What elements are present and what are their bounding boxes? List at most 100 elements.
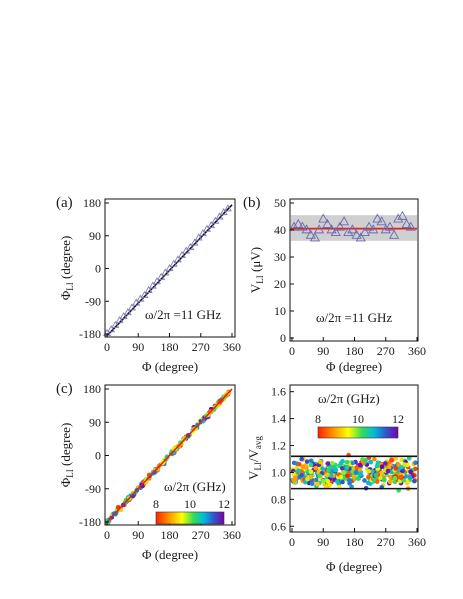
- panel-d-ylabel-main: V: [246, 470, 261, 480]
- panel-d-ylabel-sub: LI: [253, 462, 263, 471]
- panel-b-ytick-label: 20: [274, 277, 286, 291]
- panel-b-point: [363, 221, 375, 231]
- panel-d-point: [299, 456, 304, 462]
- panel-b-point: [301, 224, 312, 234]
- panel-d-ylabel: VLI/Vavg: [246, 436, 263, 480]
- panel-d-point: [351, 474, 357, 479]
- panel-d-colorbar: [317, 426, 399, 439]
- panel-d-point: [406, 456, 412, 461]
- panel-b-xtick-label: 90: [317, 344, 329, 358]
- panel-d-ytick-label: 1.6: [271, 385, 286, 399]
- panel-c-xtick-label: 180: [161, 528, 179, 542]
- panel-d-point: [407, 474, 413, 480]
- panel-a-ylabel-unit: (degree): [58, 236, 73, 283]
- panel-c-marks: [104, 388, 233, 526]
- panel-d-point: [389, 457, 395, 463]
- panel-c-ytick-label: 0: [95, 449, 101, 463]
- panel-a-point: [111, 320, 120, 328]
- panel-b-xtick-label: 180: [346, 344, 364, 358]
- panel-d-point: [358, 472, 363, 477]
- panel-c-colorbar-tick: 12: [218, 497, 230, 511]
- panel-d-point: [366, 474, 371, 480]
- panel-d-point: [378, 471, 384, 476]
- panel-d-xtick-label: 180: [346, 535, 364, 549]
- panel-d-point: [385, 468, 391, 474]
- panel-a-point: [202, 224, 212, 232]
- panel-b-point: [347, 224, 358, 234]
- panel-a-point: [140, 290, 149, 299]
- panel-d-point: [412, 478, 417, 484]
- panel-b-point: [401, 218, 412, 228]
- panel-b-point: [297, 221, 308, 231]
- panel-a-xtick-label: 180: [161, 340, 179, 354]
- panel-d-point: [326, 461, 331, 466]
- panel-d-point: [353, 470, 359, 476]
- panel-a-xticks: 0 90 180 270 360: [104, 333, 241, 354]
- panel-d-point: [317, 473, 323, 479]
- panel-a-point: [169, 259, 178, 267]
- panel-a-annotation: ω/2π =11 GHz: [145, 307, 221, 322]
- panel-a-point: [207, 221, 216, 229]
- panel-d-point: [291, 477, 296, 483]
- panel-b-point: [359, 226, 371, 237]
- panel-a-ytick-label: -180: [79, 327, 101, 341]
- panel-c: (c) 0 90 180 270 360 -180 -90 0 90 180 ω/2π (GHz…: [56, 381, 241, 562]
- panel-c-xtick-label: 90: [132, 528, 144, 542]
- panel-d-point: [315, 481, 320, 487]
- panel-a-point: [148, 281, 157, 289]
- panel-c-xtick-label: 360: [223, 528, 241, 542]
- panel-b-yticks: 0 10 20 30 40 50: [274, 196, 294, 345]
- panel-b-point: [372, 213, 383, 223]
- panel-d-point: [378, 475, 383, 481]
- panel-b-xlabel: Φ (degree): [326, 359, 382, 374]
- panel-d-point: [398, 475, 404, 481]
- panel-d-point: [304, 459, 310, 464]
- panel-a-xtick-label: 90: [132, 340, 144, 354]
- panel-d-point: [318, 459, 323, 465]
- panel-c-ytick-label: -180: [79, 515, 101, 529]
- panel-c-ylabel: ΦLI (degree): [58, 423, 75, 488]
- panel-c-ylabel-sub: LI: [65, 469, 75, 478]
- panel-a-point: [161, 268, 170, 276]
- panel-a-point: [211, 216, 220, 224]
- panel-a-point: [198, 229, 207, 237]
- panel-d-xlabel: Φ (degree): [326, 559, 382, 574]
- panel-d-point: [370, 469, 375, 474]
- panel-d-point: [381, 477, 387, 483]
- panel-a-point: [144, 285, 153, 293]
- panel-c-colorbar-tick: 8: [153, 497, 159, 511]
- panel-a-xlabel: Φ (degree): [142, 359, 198, 374]
- panel-d-point: [325, 479, 331, 484]
- panel-d-point: [340, 458, 345, 464]
- panel-d-point: [382, 461, 388, 466]
- panel-d-point: [344, 459, 350, 465]
- panel-a-point: [219, 207, 228, 216]
- panel-d-point: [357, 462, 363, 468]
- panel-d-point: [296, 468, 301, 474]
- panel-a-point: [190, 238, 199, 246]
- panel-b-ylabel-unit: (μV): [248, 247, 263, 275]
- panel-d-point: [388, 474, 393, 480]
- panel-c-ylabel-unit: (degree): [58, 423, 73, 470]
- panel-d-colorbar-tick: 10: [352, 412, 364, 426]
- panel-d-point: [308, 474, 314, 480]
- panel-b-ylabel-main: V: [248, 283, 263, 293]
- panel-a-point: [132, 298, 141, 306]
- panel-d-point: [379, 464, 385, 470]
- panel-a-point: [223, 204, 232, 212]
- panel-b-xticks: 0 90 180 270 360: [289, 337, 426, 358]
- panel-b-point: [393, 213, 404, 223]
- panel-d-frame: [289, 384, 419, 533]
- panel-b-point: [405, 221, 416, 231]
- panel-d-point: [308, 462, 314, 468]
- panel-a-yticks: -180 -90 0 90 180: [79, 196, 109, 341]
- panel-d-point: [398, 464, 404, 470]
- panel-d-yticks: 0.6 0.8 1.0 1.2 1.4 1.6: [271, 385, 294, 533]
- panel-d-ytick-label: 0.6: [271, 519, 286, 533]
- panel-d-colorbar-title: ω/2π (GHz): [318, 391, 380, 406]
- panel-a-ytick-label: 90: [89, 229, 101, 243]
- panel-a-ytick-label: -90: [85, 294, 101, 308]
- panel-d-point: [350, 460, 356, 466]
- panel-d-point: [393, 456, 399, 462]
- panel-d-point: [362, 478, 367, 483]
